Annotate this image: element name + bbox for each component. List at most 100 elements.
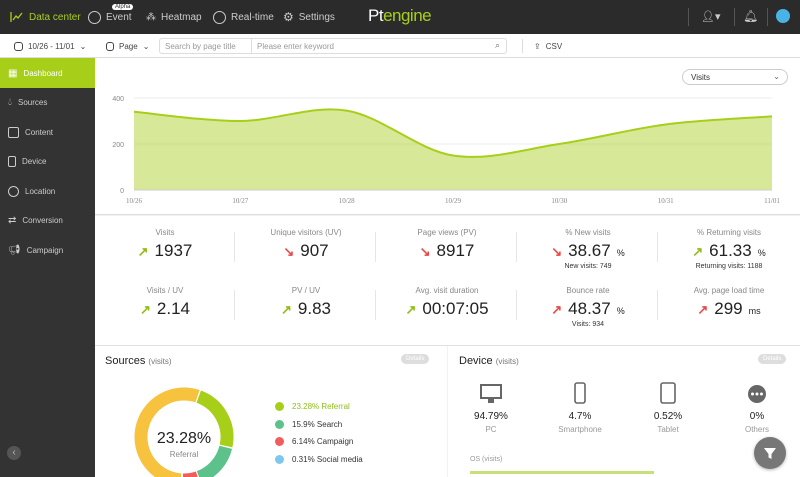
divider	[522, 39, 523, 53]
trend-arrow-icon: ↘	[283, 244, 295, 259]
kpi-divider	[516, 290, 517, 320]
os-label: OS (visits)	[470, 456, 503, 463]
kpi-value: 38.67	[568, 241, 611, 260]
kpi-value: 1937	[154, 241, 193, 260]
kpi-label: Unique visitors (UV)	[270, 228, 342, 237]
legend-dot	[275, 454, 284, 464]
drops-icon: 💧︎	[8, 96, 12, 108]
kpi-value: 61.33	[709, 241, 752, 260]
trend-arrow-icon: ↗	[137, 244, 149, 259]
collapse-sidebar-button[interactable]: ‹	[7, 446, 21, 460]
filter-fab-button[interactable]	[754, 437, 786, 469]
nav-heatmap[interactable]: ⁂ Heatmap	[146, 11, 202, 23]
chat-icon[interactable]	[776, 9, 790, 23]
heatmap-icon: ⁂	[146, 11, 156, 23]
filter-bar: 10/26 - 11/01 ⌄ Page ⌄ Search by page ti…	[0, 34, 800, 58]
kpi-bounce-rate: Bounce rate ↗ 48.37% Visits: 934	[518, 286, 658, 328]
export-icon: ⇪	[534, 41, 541, 51]
source-legend-item[interactable]: 6.14% Campaign	[275, 437, 353, 446]
grid-icon: ▦	[8, 67, 18, 79]
divider	[688, 8, 689, 26]
kpi-unique-visitors-uv: Unique visitors (UV) ↘ 907	[236, 228, 376, 261]
donut-center: 23.28% Referral	[142, 430, 226, 459]
legend-label: 0.31% Social media	[292, 454, 363, 464]
date-range-picker[interactable]: 10/26 - 11/01 ⌄	[14, 34, 86, 58]
source-legend-item[interactable]: 0.31% Social media	[275, 454, 363, 464]
device-panel: Device (visits) Details	[448, 346, 800, 477]
kpi-label: % Returning visits	[696, 228, 762, 237]
legend-label: 6.14% Campaign	[292, 437, 354, 446]
legend-dot	[275, 402, 284, 411]
keyword-search-input[interactable]: Please enter keyword ⌕	[251, 38, 507, 54]
divider	[767, 8, 768, 26]
sources-details-button[interactable]: Details	[401, 354, 430, 364]
kpi-panel	[95, 216, 800, 345]
sidebar-item-location[interactable]: Location	[0, 176, 95, 206]
os-bar	[470, 471, 654, 474]
kpi-subtext: New visits: 749	[564, 263, 612, 270]
sidebar-item-dashboard[interactable]: ▦ Dashboard	[0, 58, 95, 88]
kpi-divider	[375, 290, 376, 320]
kpi-unit: ms	[748, 306, 761, 316]
device-smartphone[interactable]: 4.7% Smartphone	[550, 380, 610, 434]
chevron-down-icon: ⌄	[142, 41, 150, 51]
kpi-value: 2.14	[156, 299, 190, 318]
legend-dot	[275, 437, 284, 446]
legend-dot	[275, 419, 284, 429]
globe-icon	[8, 185, 19, 197]
sidebar-item-conversion[interactable]: ⇄ Conversion	[8, 214, 63, 226]
kpi-avg-visit-duration: Avg. visit duration ↗ 00:07:05	[377, 286, 517, 319]
chevron-down-icon: ⌄	[79, 41, 87, 51]
kpi-divider	[516, 232, 517, 262]
kpi-unit: %	[616, 306, 625, 316]
tablet-icon	[660, 382, 676, 404]
sidebar-item-campaign[interactable]: 📢︎ Campaign	[8, 244, 64, 256]
sidebar-item-sources[interactable]: 💧︎ Sources	[8, 96, 48, 108]
device-others[interactable]: 0% Others	[727, 380, 787, 434]
calendar-icon	[14, 41, 23, 51]
trend-arrow-icon: ↗	[697, 302, 709, 317]
content-icon	[8, 126, 19, 138]
bell-icon[interactable]: 🔔︎	[743, 9, 759, 23]
user-icon[interactable]: 👤︎▾	[701, 11, 721, 23]
donut-center-value: 23.28%	[156, 430, 212, 447]
kpi--new-visits: % New visits ↘ 38.67% New visits: 749	[518, 228, 658, 270]
page-selector[interactable]: Page ⌄	[106, 34, 149, 58]
kpi-label: Visits	[155, 228, 175, 237]
conversion-icon: ⇄	[8, 214, 17, 226]
monitor-icon	[480, 384, 502, 403]
legend-label: 15.9% Search	[292, 419, 343, 429]
kpi--returning-visits: % Returning visits ↗ 61.33% Returning visit…	[659, 228, 799, 270]
donut-center-label: Referral	[169, 450, 199, 459]
trend-arrow-icon: ↘	[551, 244, 563, 259]
kpi-pv-uv: PV / UV ↗ 9.83	[236, 286, 376, 319]
kpi-unit: %	[757, 248, 766, 258]
sidebar-item-content[interactable]: Content	[0, 117, 95, 147]
trend-arrow-icon: ↗	[140, 302, 151, 317]
device-tablet[interactable]: 0.52% Tablet	[638, 380, 698, 434]
device-title: Device (visits)	[459, 355, 519, 367]
metric-select[interactable]: Visits ⌄	[682, 69, 788, 85]
page-title-search[interactable]: Search by page title	[159, 38, 251, 54]
nav-data-center[interactable]: Data center	[10, 0, 81, 34]
nav-event[interactable]: Event Alpha	[88, 0, 134, 34]
filter-icon	[764, 448, 776, 459]
trend-arrow-icon: ↗	[405, 302, 417, 317]
device-pc[interactable]: 94.79% PC	[461, 380, 521, 434]
kpi-divider	[234, 290, 235, 320]
kpi-page-views-pv: Page views (PV) ↘ 8917	[377, 228, 517, 261]
csv-export-button[interactable]: ⇪ CSV	[534, 41, 563, 51]
sidebar-item-device[interactable]: Device	[0, 146, 95, 176]
nav-realtime[interactable]: Real-time	[213, 0, 274, 34]
kpi-value: 8917	[436, 241, 475, 260]
sidebar: ▦ Dashboard 💧︎ Sources Content Device Loca…	[0, 58, 95, 477]
kpi-value: 00:07:05	[422, 299, 489, 318]
device-icon	[8, 155, 16, 167]
nav-settings[interactable]: ⚙ Settings	[283, 10, 335, 24]
source-legend-item[interactable]: 15.9% Search	[275, 419, 343, 429]
source-legend-item[interactable]: 23.28% Referral	[275, 402, 350, 411]
device-details-button[interactable]: Details	[758, 354, 787, 364]
top-navigation-bar: Data center Event Alpha ⁂ Heatmap Real-t…	[0, 0, 800, 34]
search-icon[interactable]: ⌕	[494, 40, 500, 50]
kpi-label: Avg. visit duration	[415, 286, 479, 295]
